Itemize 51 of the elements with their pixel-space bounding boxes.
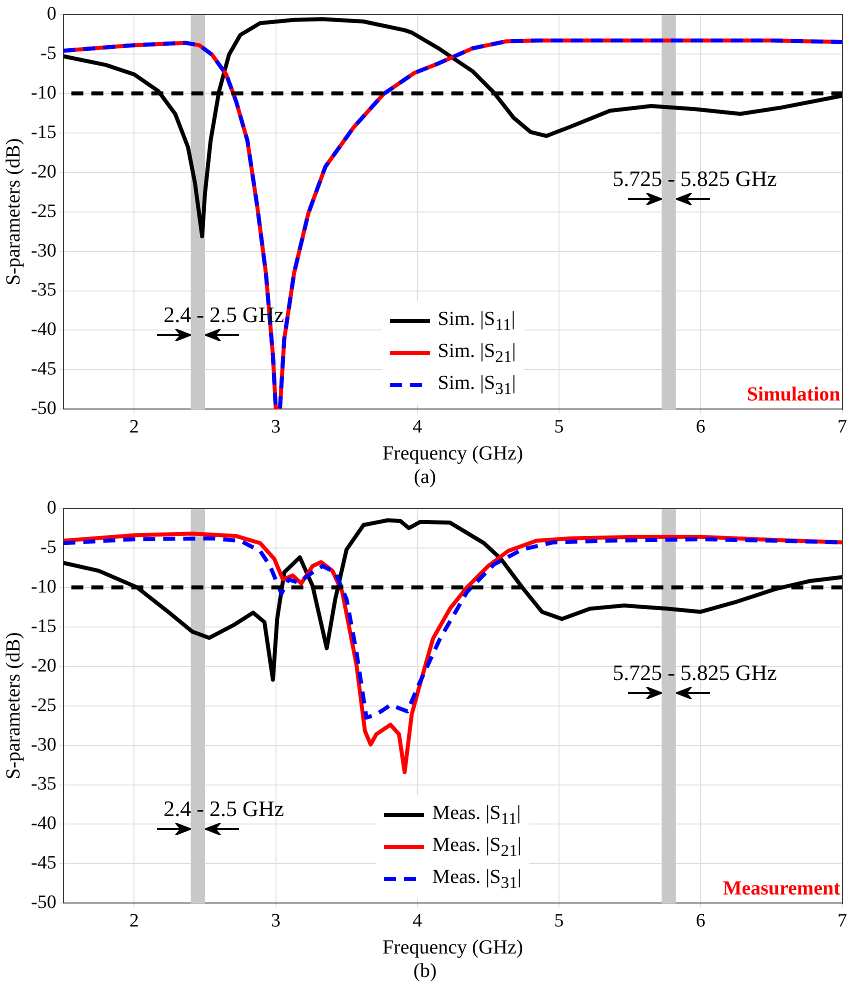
y-tick-label: -25	[31, 200, 56, 222]
y-tick-label: -10	[31, 82, 56, 104]
x-tick-label: 6	[696, 416, 706, 438]
y-tick-label: -20	[31, 161, 56, 182]
annotation: 5.725 - 5.825 GHz	[612, 660, 778, 685]
x-axis-title: Frequency (GHz)	[382, 442, 524, 464]
y-tick-label: -40	[31, 813, 56, 834]
legend-label: Sim. |S$_{21}$|	[438, 340, 516, 367]
x-tick-label: 4	[412, 416, 423, 438]
y-tick-label: -45	[31, 852, 56, 874]
legend-label: Meas. |S$_{11}$|	[432, 802, 521, 829]
y-tick-label: -50	[31, 892, 56, 914]
x-tick-label: 4	[412, 910, 423, 932]
x-tick-label: 7	[838, 416, 847, 438]
y-tick-label: -50	[31, 398, 56, 420]
y-axis-title: S-parameters (dB)	[2, 632, 24, 780]
y-tick-label: -5	[40, 536, 56, 558]
legend-label: Sim. |S$_{31}$|	[438, 372, 516, 399]
y-tick-label: -15	[31, 122, 56, 143]
x-tick-label: 6	[696, 910, 706, 932]
y-tick-label: -40	[31, 319, 56, 340]
y-axis-title: S-parameters (dB)	[2, 138, 24, 286]
x-tick-label: 3	[271, 416, 281, 438]
x-tick-label: 7	[838, 910, 847, 932]
annotation: 2.4 - 2.5 GHz	[164, 796, 284, 822]
y-tick-label: -45	[31, 358, 56, 380]
y-tick-label: -35	[31, 774, 56, 795]
text: (b)	[412, 960, 438, 983]
y-tick-label: 0	[46, 3, 56, 24]
y-tick-label: -10	[31, 576, 56, 598]
x-axis-title: Frequency (GHz)	[382, 936, 524, 958]
legend-label: Meas. |S$_{21}$|	[432, 834, 522, 861]
x-tick-label: 2	[129, 416, 139, 438]
legend-label: Sim. |S$_{11}$|	[438, 308, 516, 335]
y-tick-label: -30	[31, 734, 56, 756]
y-tick-label: -35	[31, 280, 56, 301]
text: (a)	[412, 466, 438, 489]
annotation: Measurement	[722, 877, 841, 900]
annotation: Simulation	[746, 383, 840, 406]
x-tick-label: 3	[271, 910, 281, 932]
x-tick-label: 5	[554, 910, 564, 932]
y-tick-label: -20	[31, 655, 56, 676]
y-tick-label: -30	[31, 240, 56, 262]
x-tick-label: 5	[554, 416, 564, 438]
y-tick-label: -25	[31, 694, 56, 716]
y-tick-label: -15	[31, 616, 56, 637]
x-tick-label: 2	[129, 910, 139, 932]
annotation: 5.725 - 5.825 GHz	[612, 166, 778, 191]
y-tick-label: 0	[46, 497, 56, 518]
y-tick-label: -5	[40, 42, 56, 64]
legend-label: Meas. |S$_{31}$|	[432, 866, 522, 893]
